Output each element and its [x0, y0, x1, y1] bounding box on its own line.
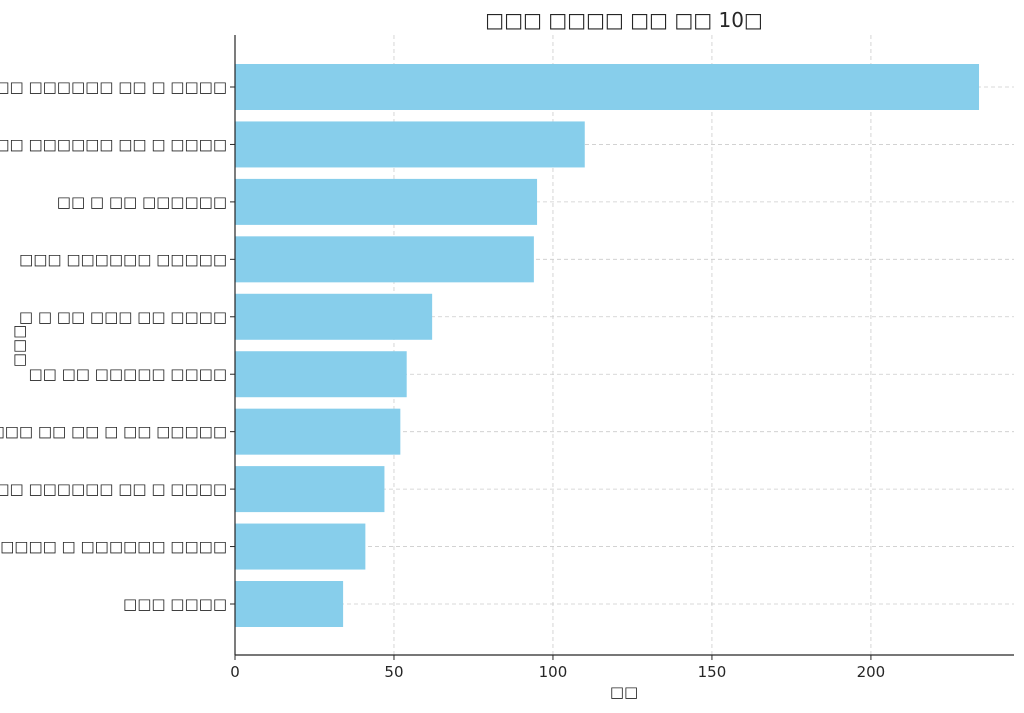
x-tick-label: 200	[857, 663, 886, 681]
x-tick-label: 0	[230, 663, 240, 681]
bar	[235, 178, 538, 225]
x-tick-label: 50	[384, 663, 403, 681]
bar	[235, 293, 433, 340]
y-tick-label: □□□□□□□ □ □□□□□□ □□□□	[0, 538, 227, 556]
y-tick-label: □□ □ □□ □□□□□□	[57, 193, 227, 211]
ticks-layer: 0 50 100 150 200□□ □□□□□□ □□ □ □□□□□□□ □□□□□…	[0, 78, 885, 681]
y-tick-label: □□□ □□ □□□□□□ □□ □ □□□□	[0, 480, 227, 498]
bar	[235, 466, 385, 513]
y-tick-label: □□ □□□□□□ □□ □ □□□□	[0, 78, 227, 96]
x-axis-label: □□	[610, 683, 638, 701]
bar	[235, 581, 344, 627]
bar	[235, 121, 585, 168]
y-tick-label: □□□ □□□□	[123, 595, 227, 613]
bar	[235, 351, 407, 398]
y-axis-label: □□□	[10, 325, 28, 368]
y-tick-label: □□ □□ □□□□□ □□□□	[28, 365, 227, 383]
y-tick-label: □□□□□□□ □□ □□ □ □□ □□□□□	[0, 423, 227, 441]
axes-layer	[234, 35, 1014, 656]
chart-title: □□□ □□□□ □□ □□ 10□	[485, 8, 763, 32]
y-tick-label: □□□ □□□□□□ □□ □ □□□□	[0, 135, 227, 153]
bar	[235, 236, 534, 283]
x-tick-label: 100	[539, 663, 568, 681]
bar	[235, 64, 980, 110]
bars-layer	[235, 64, 980, 627]
y-tick-label: □ □ □□ □□□ □□ □□□□	[19, 308, 227, 326]
bar	[235, 408, 401, 455]
bar	[235, 523, 366, 570]
y-tick-label: □□□ □□□□□□ □□□□□	[19, 250, 227, 268]
x-tick-label: 150	[698, 663, 727, 681]
